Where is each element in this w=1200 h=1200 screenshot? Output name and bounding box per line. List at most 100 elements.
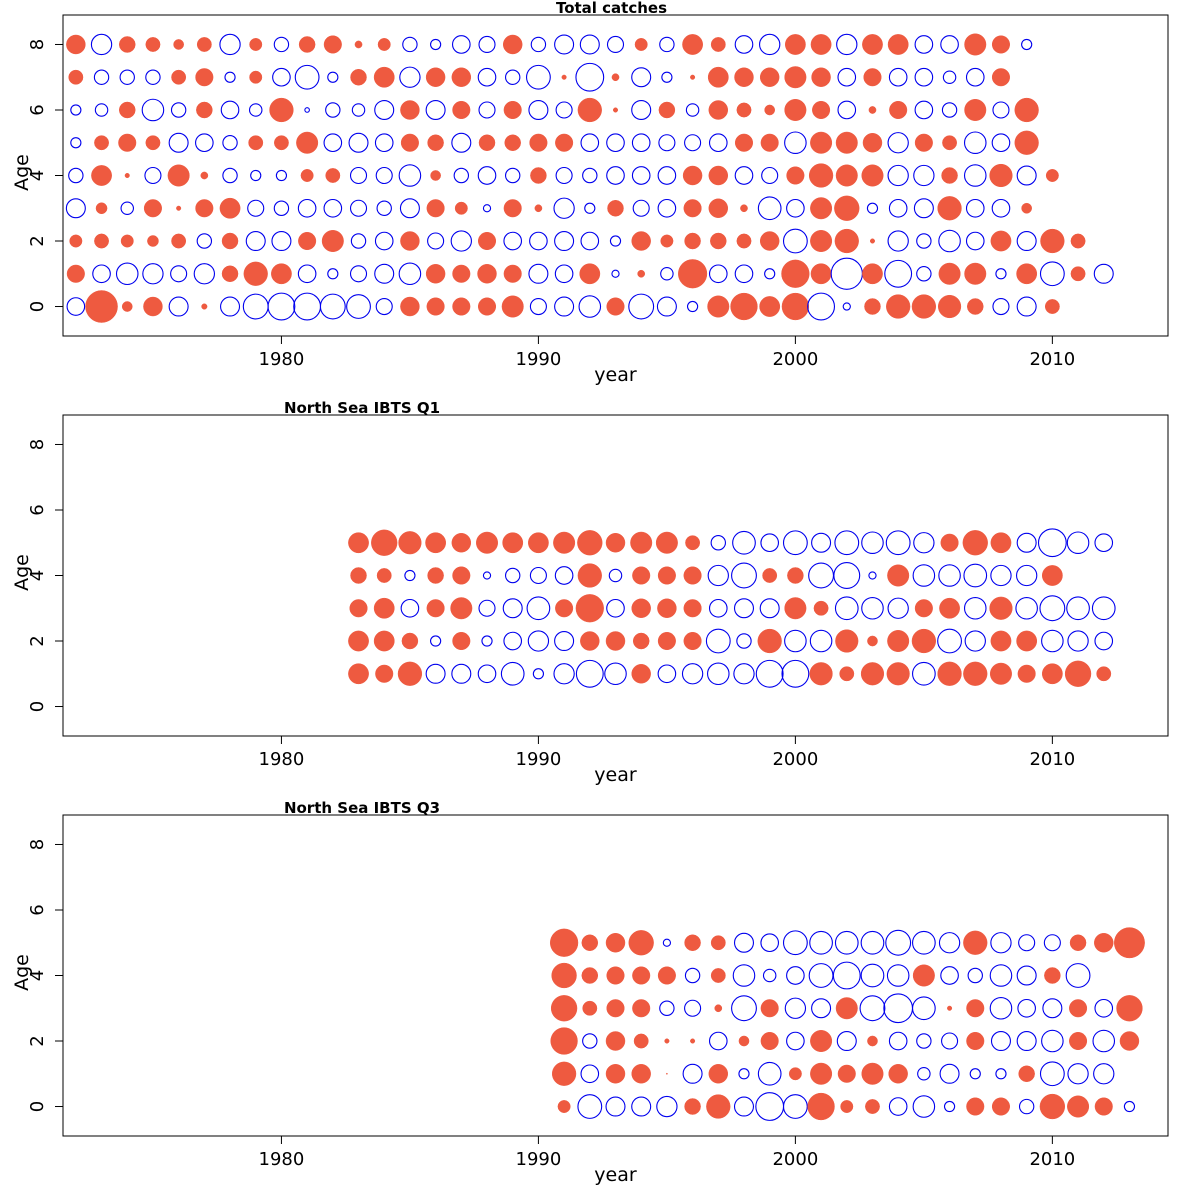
bubble-positive (348, 532, 369, 554)
bubble-positive (534, 204, 543, 213)
bubble-positive (1014, 130, 1039, 155)
bubble-positive (1119, 1031, 1140, 1051)
y-tick-label: 4 (27, 570, 48, 581)
bubble-negative (942, 70, 957, 84)
bubble-negative (606, 166, 625, 185)
bubble-positive (684, 1098, 701, 1115)
bubble-negative (142, 263, 164, 285)
bubble-positive (658, 101, 676, 119)
bubble-negative (478, 35, 496, 54)
bubble-positive (683, 631, 702, 651)
bubble-negative (1016, 230, 1037, 252)
bubble-negative (995, 1068, 1007, 1080)
bubble-negative (969, 1068, 981, 1080)
x-tick-label: 2010 (1029, 749, 1075, 770)
bubble-positive (1041, 565, 1063, 586)
bubble-positive (835, 997, 858, 1020)
bubble-negative (579, 34, 600, 55)
bubble-negative (145, 69, 161, 85)
bubble-negative (580, 1064, 600, 1084)
bubble-negative (168, 132, 189, 153)
bubble-negative (656, 296, 677, 317)
bubble-negative (529, 297, 547, 316)
bubble-positive (657, 598, 677, 618)
bubble-negative (809, 629, 833, 653)
bubble-positive (606, 966, 625, 985)
bubble-negative (914, 35, 934, 54)
bubble-positive (682, 34, 703, 55)
bubble-positive (503, 264, 522, 283)
bubble-negative (656, 1095, 678, 1118)
bubble-negative (528, 263, 549, 284)
bubble-positive (860, 662, 885, 686)
bubble-positive (349, 599, 368, 618)
bubble-negative (553, 197, 575, 219)
bubble-negative (349, 265, 368, 283)
bubble-positive (606, 297, 625, 316)
bubble-negative (609, 235, 622, 247)
bubble-negative (707, 662, 730, 686)
bubble-positive (85, 290, 118, 323)
bubble-positive (786, 166, 805, 185)
bubble-negative (478, 101, 496, 119)
bubble-positive (947, 1005, 953, 1011)
x-axis-title: year (594, 364, 637, 386)
bubble-positive (400, 100, 420, 120)
bubble-negative (425, 663, 446, 684)
bubble-negative (990, 932, 1012, 954)
bubble-negative (941, 1032, 959, 1050)
bubble-positive (862, 34, 883, 55)
bubble-negative (834, 530, 860, 556)
bubble-positive (561, 74, 567, 80)
bubble-positive (632, 966, 651, 985)
bubble-positive (606, 999, 625, 1018)
bubble-negative (733, 663, 755, 685)
bubble-negative (554, 630, 575, 652)
panel-title: Total catches (556, 0, 667, 17)
bubble-negative (577, 1094, 603, 1119)
bubble-positive (1016, 630, 1038, 652)
bubble-positive (477, 297, 497, 316)
y-axis-title: Age (11, 154, 33, 191)
bubble-positive (710, 935, 726, 951)
bubble-positive (502, 34, 523, 55)
bubble-positive (938, 294, 962, 319)
bubble-negative (782, 530, 808, 556)
bubble-series (348, 528, 1116, 688)
bubble-positive (605, 533, 626, 553)
bubble-negative (963, 131, 987, 155)
bubble-positive (145, 135, 161, 151)
bubble-positive (452, 566, 471, 585)
bubble-negative (631, 99, 652, 121)
bubble-negative (430, 38, 442, 51)
bubble-positive (582, 1000, 598, 1016)
bubble-negative (374, 263, 395, 284)
bubble-negative (482, 204, 492, 213)
bubble-negative (734, 264, 754, 284)
bubble-positive (991, 68, 1010, 87)
bubble-negative (1066, 596, 1090, 621)
bubble-negative (351, 103, 366, 117)
bubble-negative (304, 107, 310, 113)
y-tick-label: 2 (27, 235, 48, 246)
bubble-positive (886, 662, 910, 686)
bubble-positive (963, 930, 988, 955)
bubble-positive (452, 297, 471, 316)
bubble-positive (760, 133, 779, 152)
bubble-negative (943, 1100, 956, 1113)
bubble-positive (1041, 663, 1063, 685)
bubble-positive (373, 66, 395, 88)
bubble-negative (965, 231, 985, 251)
bubble-negative (374, 133, 394, 153)
bubble-positive (938, 262, 961, 285)
bubble-negative (734, 35, 754, 54)
bubble-negative (119, 69, 135, 85)
bubble-negative (631, 133, 651, 153)
bubble-positive (868, 106, 877, 114)
bubble-negative (65, 198, 86, 219)
bubble-negative (350, 233, 367, 249)
bubble-negative (992, 101, 1010, 119)
bubble-positive (171, 69, 187, 85)
bubble-negative (755, 659, 784, 688)
bubble-negative (273, 36, 290, 53)
